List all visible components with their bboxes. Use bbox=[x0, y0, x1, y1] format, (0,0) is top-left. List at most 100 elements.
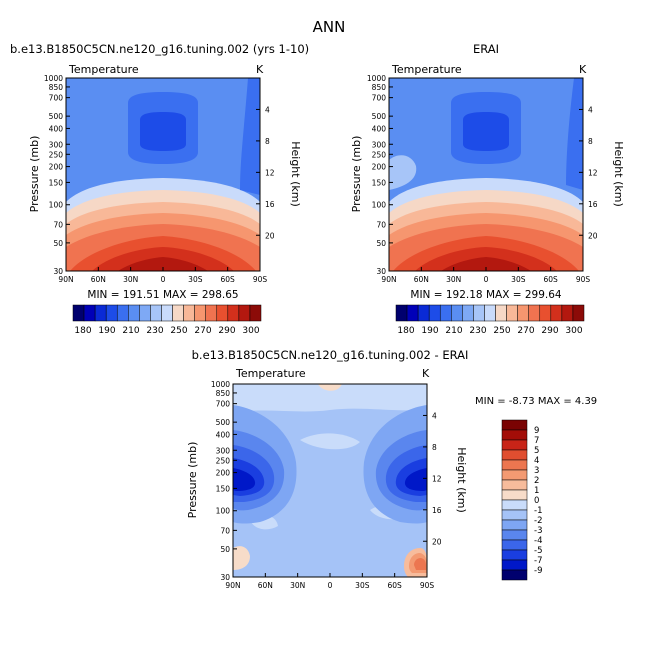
left-axis-label: Pressure (mb) bbox=[186, 442, 199, 519]
colorbar-swatch bbox=[501, 509, 528, 521]
colorbar-swatch bbox=[501, 419, 528, 431]
colorbar-swatch bbox=[484, 304, 496, 322]
colorbar-label: 2 bbox=[534, 476, 539, 486]
right-tick-label: 8 bbox=[588, 137, 593, 146]
y-tick-label: 700 bbox=[49, 94, 64, 103]
colorbar-swatch bbox=[501, 559, 528, 571]
colorbar-swatch bbox=[495, 304, 507, 322]
colorbar-swatch bbox=[83, 304, 96, 322]
x-tick-label: 90S bbox=[253, 275, 268, 284]
colorbar-label: -9 bbox=[534, 566, 542, 576]
y-tick-label: 1000 bbox=[211, 380, 230, 389]
x-tick-label: 30S bbox=[511, 275, 526, 284]
colorbar-swatch bbox=[517, 304, 529, 322]
y-tick-label: 200 bbox=[372, 163, 387, 172]
colorbar-label: 210 bbox=[122, 326, 139, 336]
right-tick-label: 8 bbox=[432, 443, 437, 452]
colorbar-label: 0 bbox=[534, 496, 539, 506]
y-tick-label: 70 bbox=[53, 220, 63, 229]
y-tick-label: 150 bbox=[372, 178, 387, 187]
y-tick-label: 400 bbox=[372, 124, 387, 133]
y-tick-label: 150 bbox=[216, 484, 231, 493]
panel-difference: b.e13.B1850C5CN.ne120_g16.tuning.002 - E… bbox=[186, 348, 597, 590]
colorbar-swatch bbox=[238, 304, 251, 322]
colorbar-swatch bbox=[183, 304, 195, 322]
colorbar-swatch bbox=[501, 499, 528, 511]
right-tick-label: 4 bbox=[265, 105, 270, 114]
colorbar-label: 180 bbox=[397, 326, 414, 336]
colorbar-label: 300 bbox=[565, 326, 582, 336]
right-tick-label: 8 bbox=[265, 137, 270, 146]
x-tick-label: 60N bbox=[414, 275, 429, 284]
colorbar-label: 210 bbox=[445, 326, 462, 336]
colorbar-label: 190 bbox=[421, 326, 438, 336]
right-axis-label: Height (km) bbox=[455, 447, 468, 513]
colorbar-label: 3 bbox=[534, 466, 539, 476]
colorbar-label: -5 bbox=[534, 546, 542, 556]
right-tick-label: 20 bbox=[588, 231, 598, 240]
right-tick-label: 12 bbox=[265, 168, 275, 177]
y-tick-label: 50 bbox=[376, 239, 386, 248]
right-tick-labels: 4 8 12 16 20 bbox=[579, 105, 598, 240]
y-tick-label: 100 bbox=[49, 201, 64, 210]
colorbar-label: 1 bbox=[534, 486, 539, 496]
panel-units-label: K bbox=[579, 63, 587, 76]
x-tick-label: 60N bbox=[258, 581, 273, 590]
colorbar-label: 5 bbox=[534, 446, 539, 456]
panel-stats: MIN = -8.73 MAX = 4.39 bbox=[475, 396, 597, 407]
x-tick-label: 60S bbox=[544, 275, 559, 284]
right-tick-label: 12 bbox=[432, 474, 442, 483]
x-tick-label: 60N bbox=[91, 275, 106, 284]
colorbar-swatch bbox=[501, 519, 528, 531]
y-tick-label: 150 bbox=[49, 178, 64, 187]
colorbar-swatch bbox=[501, 439, 528, 451]
colorbar-label: 230 bbox=[469, 326, 486, 336]
contour-field bbox=[66, 78, 260, 271]
left-axis-label: Pressure (mb) bbox=[350, 136, 363, 213]
colorbar-swatch bbox=[94, 304, 107, 322]
panel-obs: ERAI Temperature K Press bbox=[350, 42, 625, 336]
x-tick-label: 90N bbox=[58, 275, 73, 284]
colorbar-swatch bbox=[227, 304, 240, 322]
y-tick-label: 850 bbox=[372, 83, 387, 92]
panel-stats: MIN = 191.51 MAX = 298.65 bbox=[87, 289, 238, 301]
y-tick-label: 100 bbox=[216, 507, 231, 516]
y-tick-label: 400 bbox=[216, 430, 231, 439]
y-tick-label: 300 bbox=[216, 446, 231, 455]
x-tick-label: 30S bbox=[188, 275, 203, 284]
colorbar-swatch bbox=[128, 304, 140, 322]
x-tick-label: 0 bbox=[161, 275, 166, 284]
colorbar-swatch bbox=[428, 304, 441, 322]
x-tick-label: 0 bbox=[328, 581, 333, 590]
colorbar-swatch bbox=[501, 479, 528, 491]
colorbar-swatch bbox=[501, 549, 528, 561]
right-tick-label: 4 bbox=[588, 105, 593, 114]
y-tick-label: 200 bbox=[49, 163, 64, 172]
colorbar-swatch bbox=[161, 304, 173, 322]
colorbar-label: 4 bbox=[534, 456, 539, 466]
right-tick-label: 16 bbox=[265, 200, 275, 209]
panel-units-label: K bbox=[422, 367, 430, 380]
right-tick-labels: 4 8 12 16 20 bbox=[256, 105, 275, 240]
colorbar-swatch bbox=[395, 304, 408, 322]
y-tick-label: 50 bbox=[53, 239, 63, 248]
y-tick-label: 250 bbox=[49, 150, 64, 159]
y-tick-label: 300 bbox=[49, 140, 64, 149]
contour-field bbox=[233, 384, 427, 577]
right-tick-label: 20 bbox=[265, 231, 275, 240]
y-tick-label: 70 bbox=[220, 526, 230, 535]
x-tick-label: 60S bbox=[388, 581, 403, 590]
x-tick-labels: 90N 60N 30N 0 30S 60S 90S bbox=[58, 267, 267, 284]
y-tick-label: 250 bbox=[372, 150, 387, 159]
x-tick-label: 30S bbox=[355, 581, 370, 590]
panel-variable-label: Temperature bbox=[235, 367, 306, 380]
colorbar-swatch bbox=[501, 489, 528, 501]
colorbar-swatch bbox=[550, 304, 563, 322]
colorbar-label: 270 bbox=[194, 326, 211, 336]
y-tick-label: 70 bbox=[376, 220, 386, 229]
x-tick-label: 60S bbox=[221, 275, 236, 284]
colorbar-swatch bbox=[501, 529, 528, 541]
